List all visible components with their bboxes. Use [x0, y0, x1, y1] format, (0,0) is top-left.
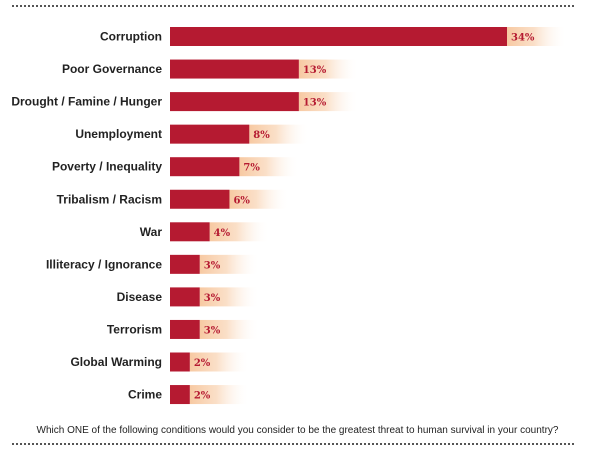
category-label: Tribalism / Racism [57, 192, 162, 206]
value-label-background [209, 222, 270, 242]
bottom-dotted-divider [12, 443, 574, 445]
value-label: 34% [511, 33, 535, 44]
category-label: Poor Governance [62, 62, 162, 76]
bar [170, 352, 190, 372]
bar [170, 27, 507, 46]
bar [170, 189, 230, 209]
value-label-background [189, 385, 250, 405]
bar [170, 287, 200, 307]
bar [170, 385, 190, 405]
bar [170, 157, 240, 177]
category-label: Disease [117, 290, 163, 304]
category-label: Unemployment [75, 127, 162, 141]
value-label: 2% [194, 358, 211, 369]
category-label: Corruption [100, 30, 162, 44]
top-dotted-divider [12, 5, 574, 7]
value-label: 13% [303, 98, 327, 109]
value-label: 8% [253, 130, 270, 141]
category-label: War [140, 225, 163, 239]
value-label: 13% [303, 65, 327, 76]
category-label: Crime [128, 388, 162, 402]
category-label: Terrorism [107, 322, 162, 336]
value-label-background [199, 254, 260, 274]
category-label: Illiteracy / Ignorance [46, 257, 162, 271]
survey-question: Which ONE of the following conditions wo… [36, 425, 559, 436]
value-label: 2% [194, 391, 211, 402]
value-label-background [249, 124, 310, 144]
bar [170, 59, 299, 79]
value-label-background [298, 92, 359, 112]
value-label: 6% [233, 195, 250, 206]
value-label: 3% [204, 325, 221, 336]
bar [170, 124, 250, 144]
value-label-background [239, 157, 300, 177]
value-label-background [199, 287, 260, 307]
value-label: 4% [214, 228, 231, 239]
value-label-background [507, 27, 567, 46]
value-label-background [298, 59, 359, 79]
value-label: 3% [204, 260, 221, 271]
value-label: 7% [243, 163, 260, 174]
bar [170, 254, 200, 274]
bar [170, 319, 200, 339]
value-label-background [199, 319, 260, 339]
category-label: Drought / Famine / Hunger [11, 95, 162, 109]
value-label-background [189, 352, 250, 372]
bar [170, 92, 299, 112]
value-label: 3% [204, 293, 221, 304]
value-label-background [229, 189, 290, 209]
category-label: Poverty / Inequality [52, 160, 162, 174]
category-label: Global Warming [70, 355, 162, 369]
bar [170, 222, 210, 242]
